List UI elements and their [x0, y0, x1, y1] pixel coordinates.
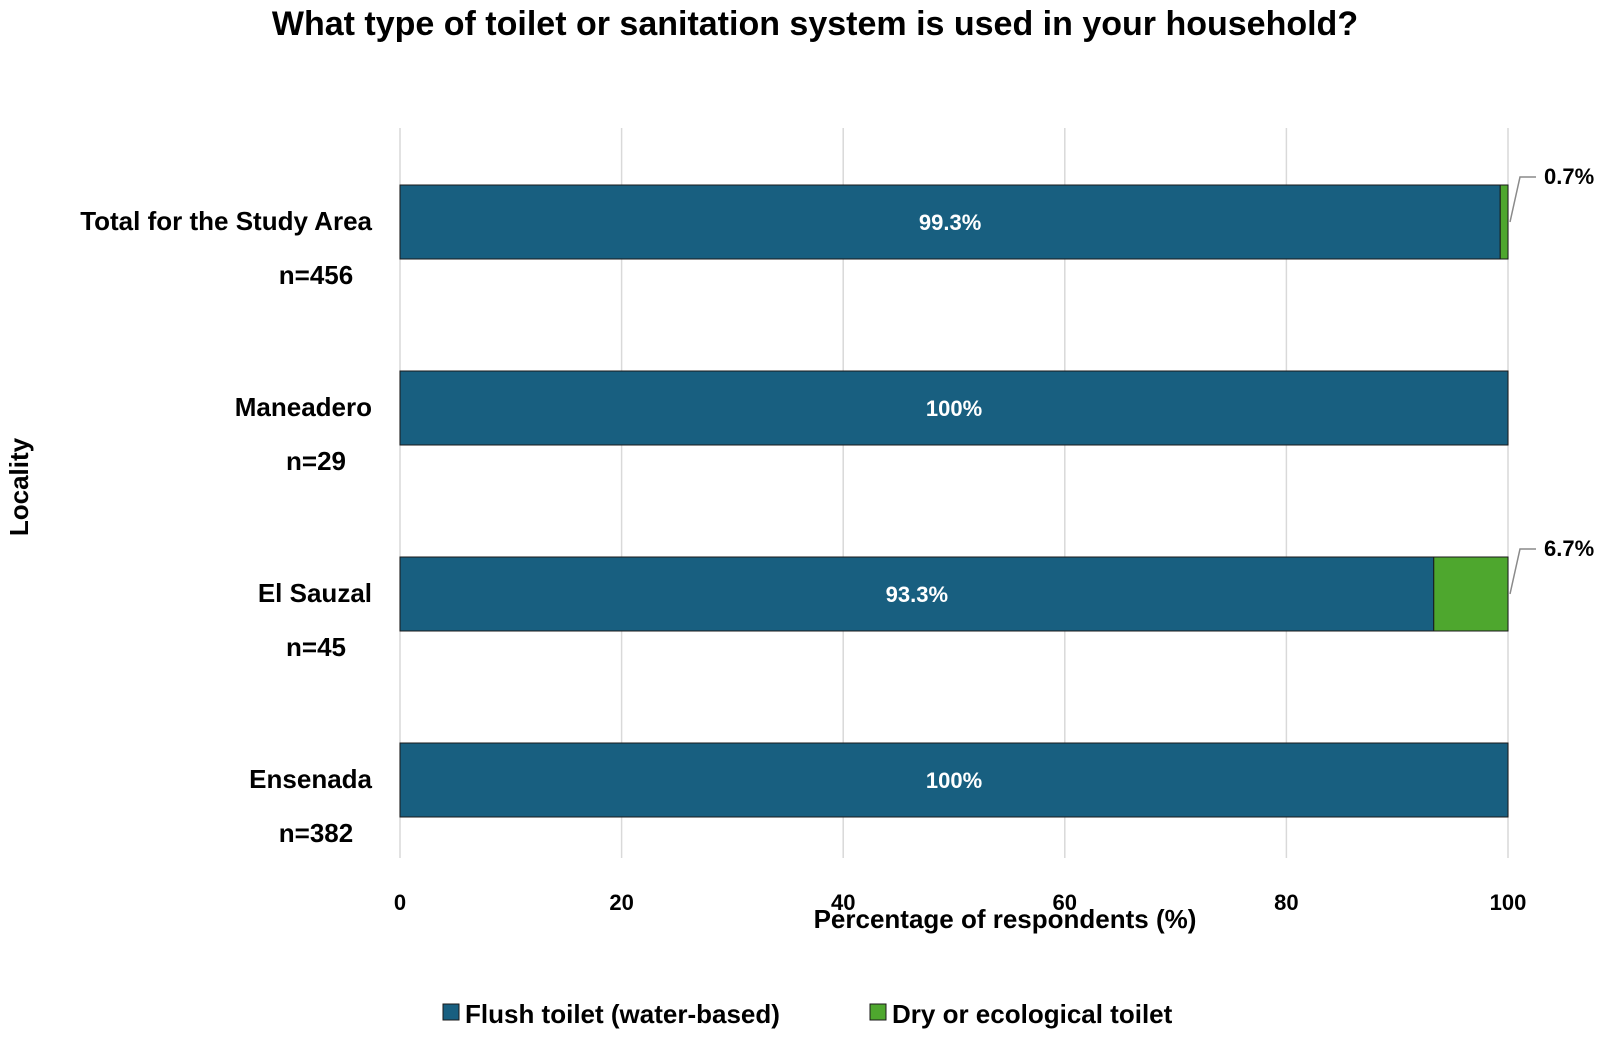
chart-title: What type of toilet or sanitation system… — [272, 5, 1358, 43]
y-category-label: Ensenada — [249, 764, 372, 794]
x-tick-label: 0 — [394, 890, 406, 915]
y-category-n-label: n=382 — [279, 818, 353, 848]
data-label: 99.3% — [919, 210, 981, 235]
bar-segment-dry — [1433, 556, 1509, 632]
y-category-n-label: n=45 — [286, 632, 346, 662]
x-tick-label: 20 — [609, 890, 633, 915]
legend-swatch-dry — [869, 1003, 887, 1021]
bar-segment-dry — [1499, 184, 1509, 260]
y-category-label: Maneadero — [235, 392, 372, 422]
y-axis-title: Locality — [4, 437, 34, 536]
y-category-label: Total for the Study Area — [80, 206, 372, 236]
legend-label: Flush toilet (water-based) — [465, 999, 780, 1029]
axis-layer: 0 20 40 60 80 100 Total for the Study Area n=45… — [80, 206, 1526, 915]
x-tick-label: 60 — [1053, 890, 1077, 915]
x-tick-label: 80 — [1274, 890, 1298, 915]
legend-swatch-flush — [442, 1003, 460, 1021]
bar-segment-flush — [399, 370, 1509, 446]
data-label-callout: 0.7% — [1544, 164, 1594, 189]
callout-line — [1509, 548, 1536, 595]
x-tick-label: 100 — [1490, 890, 1527, 915]
y-category-n-label: n=29 — [286, 446, 346, 476]
labels-layer: 99.3% 0.7% 100% 93.3% 6.7% 100% — [886, 164, 1594, 793]
y-category-n-label: n=456 — [279, 260, 353, 290]
x-tick-label: 40 — [831, 890, 855, 915]
x-axis-title: Percentage of respondents (%) — [814, 904, 1197, 934]
callout-line — [1509, 176, 1536, 223]
data-label-callout: 6.7% — [1544, 536, 1594, 561]
data-label: 93.3% — [886, 582, 948, 607]
data-label: 100% — [926, 396, 982, 421]
legend: Flush toilet (water-based) Dry or ecologi… — [442, 999, 1173, 1029]
bar-segment-flush — [399, 184, 1501, 260]
bar-segment-flush — [399, 556, 1435, 632]
bar-segment-flush — [399, 742, 1509, 818]
legend-label: Dry or ecological toilet — [892, 999, 1173, 1029]
bars-layer — [399, 184, 1509, 818]
y-category-label: El Sauzal — [258, 578, 372, 608]
data-label: 100% — [926, 768, 982, 793]
